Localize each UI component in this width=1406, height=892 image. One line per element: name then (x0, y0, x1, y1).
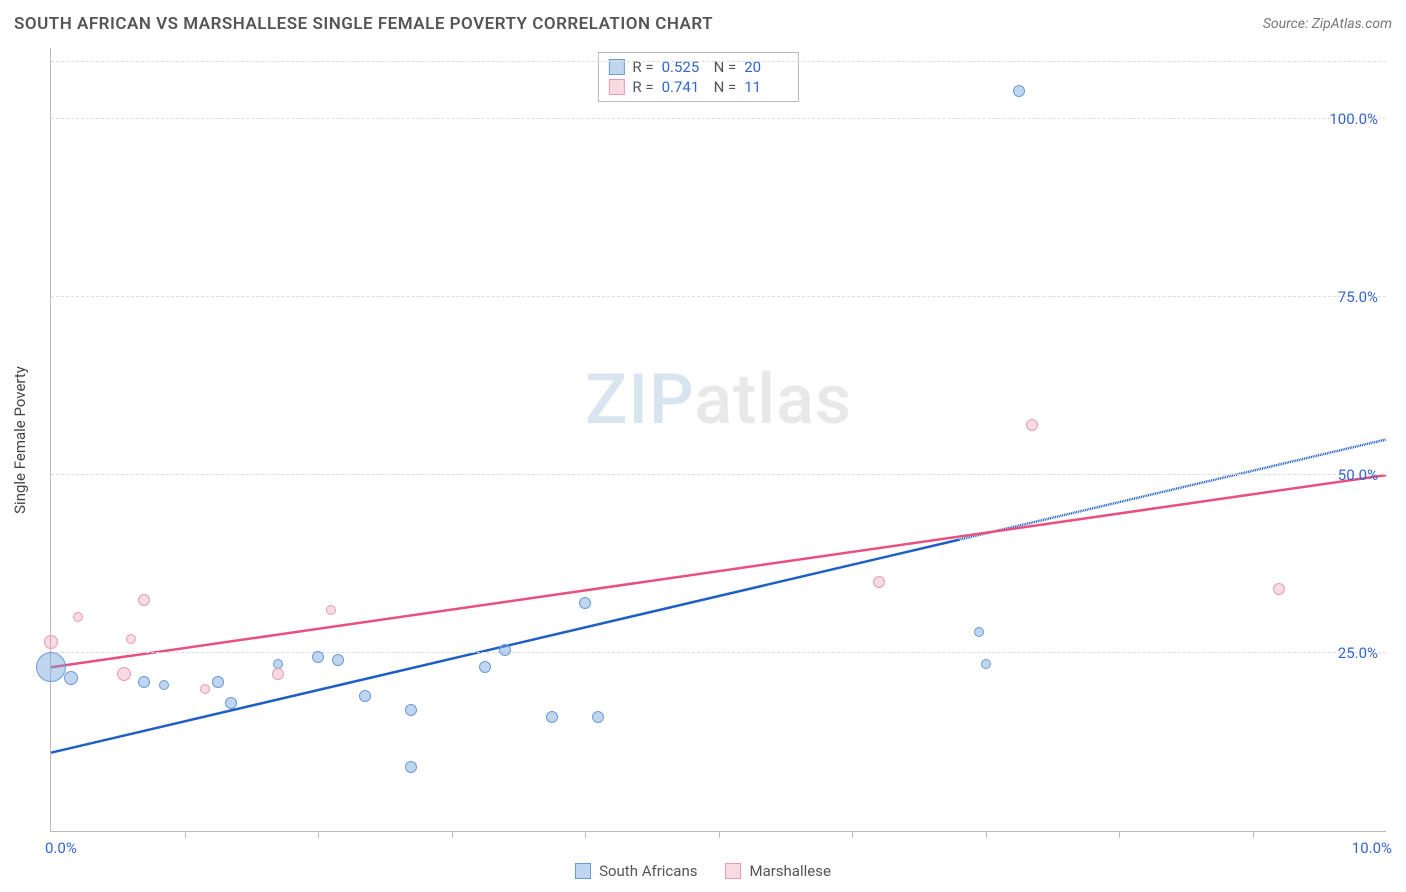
data-point (974, 627, 984, 637)
header: SOUTH AFRICAN VS MARSHALLESE SINGLE FEMA… (14, 14, 1392, 34)
plot-box: ZIPatlas R = 0.525 N = 20 R = 0.741 N = … (50, 48, 1386, 832)
gridline (51, 118, 1386, 119)
legend-item-marshallese: Marshallese (725, 862, 830, 880)
data-point (1013, 85, 1025, 97)
data-point (1026, 419, 1038, 431)
gridline (51, 652, 1386, 653)
y-axis-label: Single Female Poverty (11, 366, 29, 514)
y-tick-label: 50.0% (1338, 466, 1378, 484)
data-point (332, 654, 344, 666)
x-tick (986, 831, 987, 838)
legend-label: South Africans (599, 862, 697, 880)
data-point (73, 612, 83, 622)
swatch-marshallese (608, 79, 624, 95)
x-tick-label-min: 0.0% (45, 839, 77, 857)
data-point (312, 651, 324, 663)
data-point (117, 667, 131, 681)
data-point (212, 676, 224, 688)
data-point (479, 661, 491, 673)
r-label: R = (632, 78, 653, 96)
data-point (273, 659, 283, 669)
x-tick (719, 831, 720, 838)
data-point (405, 704, 417, 716)
data-point (1273, 583, 1285, 595)
data-point (225, 697, 237, 709)
data-point (138, 676, 150, 688)
gridline (51, 296, 1386, 297)
data-point (126, 634, 136, 644)
data-point (326, 605, 336, 615)
x-tick (452, 831, 453, 838)
swatch-marshallese (725, 863, 741, 879)
stats-row-marshallese: R = 0.741 N = 11 (608, 78, 788, 96)
data-point (873, 576, 885, 588)
x-tick-label-max: 10.0% (1352, 839, 1392, 857)
x-tick (585, 831, 586, 838)
x-tick (1253, 831, 1254, 838)
data-point (592, 711, 604, 723)
data-point (359, 690, 371, 702)
x-tick (852, 831, 853, 838)
data-point (272, 668, 284, 680)
data-point (546, 711, 558, 723)
gridline (51, 61, 1386, 62)
data-point (499, 644, 511, 656)
y-tick-label: 75.0% (1338, 288, 1378, 306)
n-label: N = (714, 78, 737, 96)
x-tick (1119, 831, 1120, 838)
legend-item-south-africans: South Africans (575, 862, 697, 880)
stats-legend-box: R = 0.525 N = 20 R = 0.741 N = 11 (597, 52, 799, 102)
bottom-legend: South Africans Marshallese (0, 862, 1406, 880)
trend-lines-layer (51, 48, 1386, 831)
x-tick (318, 831, 319, 838)
n-value-marshallese: 11 (744, 78, 788, 96)
source-attribution: Source: ZipAtlas.com (1263, 16, 1392, 32)
x-tick (185, 831, 186, 838)
data-point (36, 652, 66, 682)
legend-label: Marshallese (749, 862, 830, 880)
swatch-south-africans (575, 863, 591, 879)
data-point (579, 597, 591, 609)
r-value-marshallese: 0.741 (662, 78, 706, 96)
y-tick-label: 25.0% (1338, 644, 1378, 662)
y-tick-label: 100.0% (1329, 110, 1378, 128)
chart-container: SOUTH AFRICAN VS MARSHALLESE SINGLE FEMA… (0, 0, 1406, 892)
data-point (159, 680, 169, 690)
data-point (405, 761, 417, 773)
data-point (200, 684, 210, 694)
data-point (44, 635, 58, 649)
gridline (51, 474, 1386, 475)
chart-title: SOUTH AFRICAN VS MARSHALLESE SINGLE FEMA… (14, 14, 713, 34)
plot-area: Single Female Poverty ZIPatlas R = 0.525… (50, 48, 1386, 832)
data-point (981, 659, 991, 669)
data-point (64, 671, 78, 685)
data-point (138, 594, 150, 606)
